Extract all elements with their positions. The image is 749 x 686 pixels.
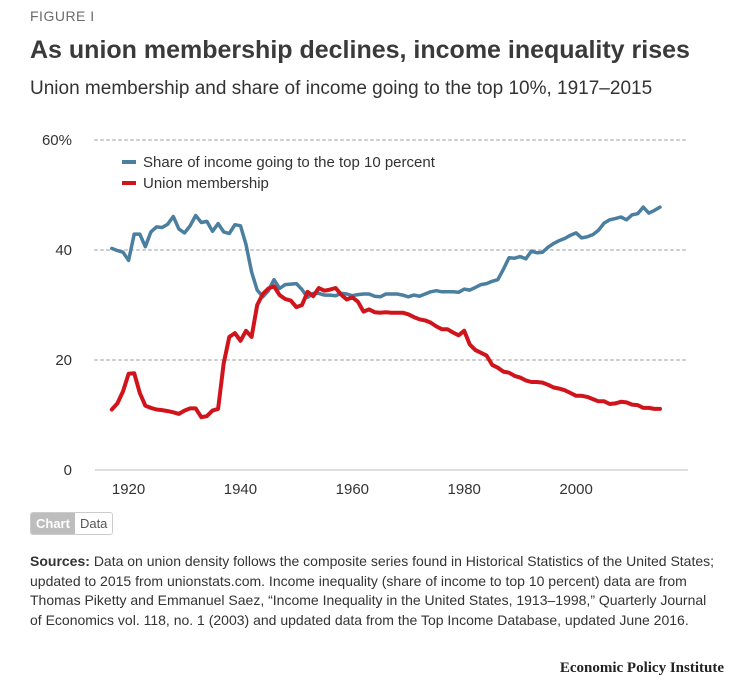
income-share-line — [110, 205, 662, 300]
y-tick-label-20: 20 — [55, 352, 72, 369]
y-tick-label-40: 40 — [55, 242, 72, 259]
view-toggle: Chart Data — [30, 512, 114, 535]
x-tick-label-1980: 1980 — [448, 481, 481, 498]
y-tick-label-60: 60% — [42, 132, 72, 149]
line-chart: 0 20 40 60% 1920 1940 1960 1980 2000 Share of inc… — [42, 132, 689, 498]
legend-label-union: Union membership — [143, 175, 269, 192]
union-membership-line — [109, 284, 662, 420]
x-tick-label-1960: 1960 — [336, 481, 369, 498]
chart-subtitle: Union membership and share of income goi… — [30, 78, 653, 99]
sources-note: Sources: Data on union density follows t… — [30, 552, 720, 630]
figure-label: FIGURE I — [30, 8, 95, 24]
x-tick-label-1940: 1940 — [224, 481, 257, 498]
x-tick-label-1920: 1920 — [112, 481, 145, 498]
data-toggle-button[interactable]: Data — [74, 513, 113, 534]
sources-text: Data on union density follows the compos… — [30, 553, 715, 628]
legend-label-income: Share of income going to the top 10 perc… — [143, 154, 436, 171]
epi-logo: Economic Policy Institute — [559, 660, 724, 676]
y-tick-label-0: 0 — [64, 462, 72, 479]
chart-title: As union membership declines, income ine… — [30, 36, 690, 64]
x-tick-label-2000: 2000 — [559, 481, 592, 498]
sources-label: Sources: — [30, 553, 90, 569]
chart-toggle-button[interactable]: Chart — [31, 513, 75, 534]
